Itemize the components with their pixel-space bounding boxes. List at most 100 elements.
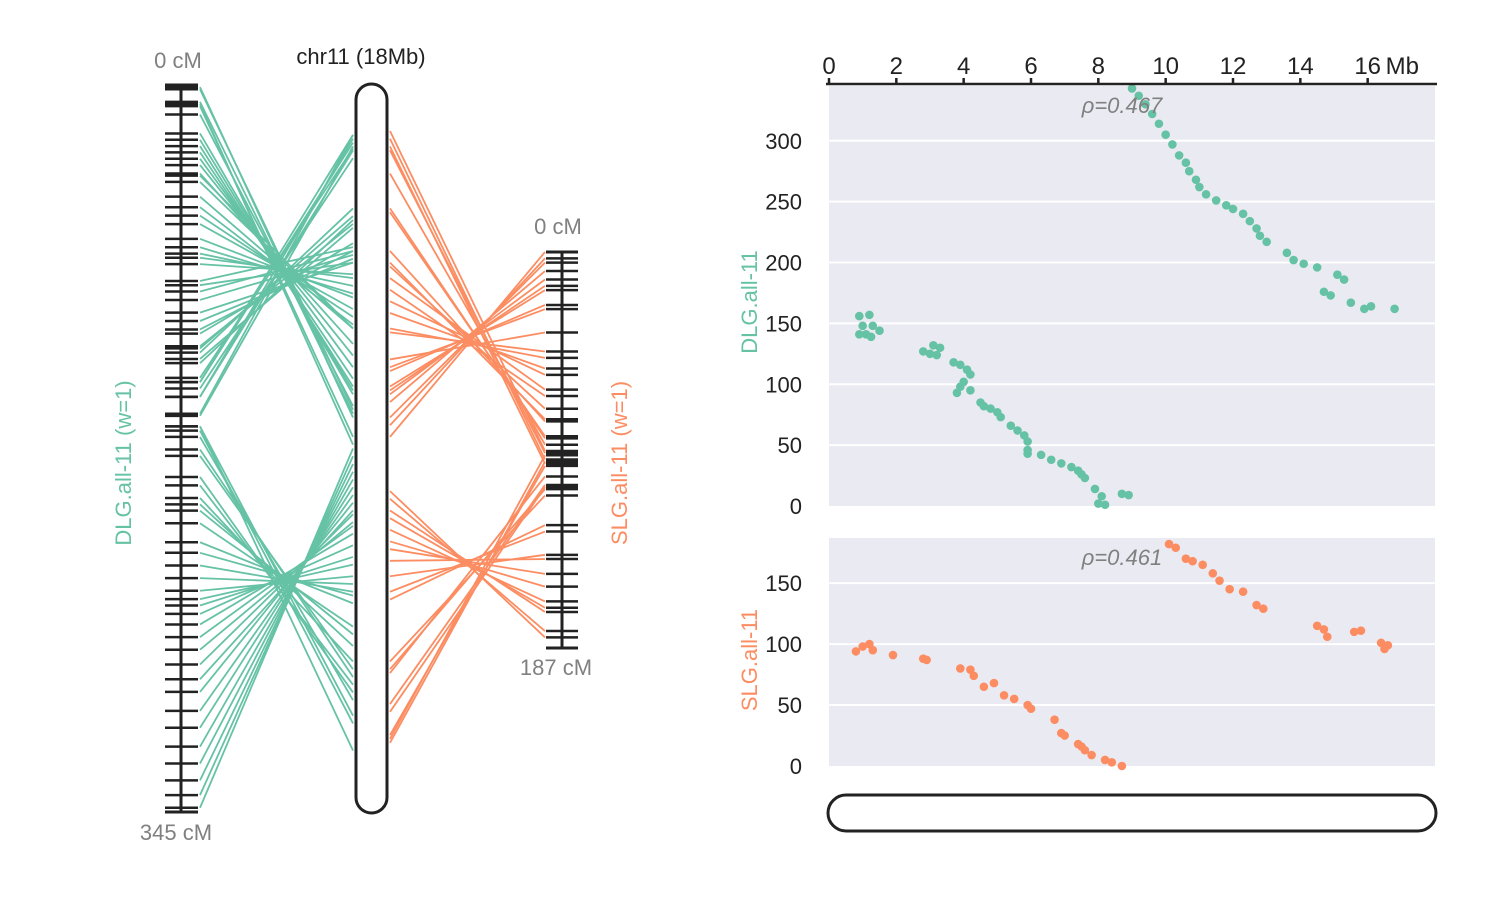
top-y-tick-50: 50	[778, 433, 802, 458]
slg-connection-line	[389, 270, 546, 403]
dlg-point	[1211, 196, 1221, 205]
horizontal-chromosome	[826, 793, 1438, 833]
dlg-point	[1161, 130, 1170, 139]
dlg-point	[1195, 182, 1204, 192]
scatter-bottom-background	[829, 538, 1435, 766]
dlg-point	[1333, 270, 1342, 279]
slg-connection-line	[389, 524, 546, 601]
slg-point	[1060, 731, 1069, 740]
dlg-point	[952, 388, 962, 398]
dlg-point	[1346, 298, 1356, 307]
slg-point	[1198, 560, 1207, 570]
x-tick-label-2: 2	[890, 53, 903, 80]
slg-point	[1164, 539, 1174, 549]
slg-connection-line	[389, 138, 546, 460]
bottom-y-tick-150: 150	[765, 571, 802, 596]
top-y-tick-150: 150	[765, 311, 802, 336]
scatter-bottom-points	[851, 539, 1393, 771]
dlg-point	[1245, 216, 1255, 226]
dlg-point	[1339, 275, 1349, 284]
dlg-point	[932, 350, 942, 360]
slg-point	[868, 645, 878, 655]
dlg-map-axis	[165, 83, 198, 814]
slg-point	[1356, 626, 1366, 635]
x-tick-label-12: 12	[1220, 53, 1247, 80]
top-y-tick-100: 100	[765, 372, 802, 397]
dlg-point	[1154, 119, 1164, 129]
dlg-point	[1299, 259, 1308, 269]
slg-point	[969, 671, 979, 681]
dlg-point	[1319, 287, 1329, 297]
dlg-point	[1289, 255, 1298, 265]
dlg-point	[979, 401, 989, 411]
slg-connection-line	[389, 285, 546, 392]
dlg-point	[1100, 500, 1110, 510]
slg-point	[1349, 627, 1359, 637]
dlg-point	[1023, 449, 1032, 458]
dlg-point	[1262, 237, 1271, 247]
dlg-point	[1147, 109, 1157, 119]
dlg-point	[1181, 158, 1191, 167]
slg-point	[1238, 587, 1248, 596]
slg-point	[1259, 604, 1268, 614]
dlg-point	[1390, 304, 1399, 314]
slg-point	[1215, 576, 1224, 585]
dlg-point	[1366, 302, 1376, 311]
slg-point	[1117, 761, 1127, 771]
map-comparison-panel: chr11 (18Mb) 0 cM 345 cM 0 cM 187 cM DLG…	[111, 44, 632, 845]
slg-point	[1181, 554, 1191, 564]
dlg-connection-line	[199, 223, 354, 348]
dlg-point	[1080, 473, 1090, 483]
slg-connection-line	[389, 484, 546, 705]
dlg-point	[1252, 224, 1261, 233]
slg-point	[999, 690, 1009, 700]
dlg-connection-lines	[199, 86, 354, 809]
dlg-connection-line	[199, 455, 354, 796]
dlg-connection-line	[199, 425, 354, 717]
scatter-top-points	[855, 84, 1399, 510]
x-tick-label-16: 16	[1354, 53, 1381, 80]
dlg-point	[875, 326, 884, 335]
dlg-connection-line	[199, 449, 354, 678]
slg-connection-line	[389, 558, 546, 562]
slg-point	[1319, 625, 1329, 634]
dlg-point	[966, 370, 975, 379]
dlg-point	[935, 343, 945, 353]
scatter-bottom-grid	[829, 582, 1435, 707]
top-rho-annotation: ρ=0.467	[1081, 93, 1163, 118]
dlg-point	[1117, 489, 1127, 499]
dlg-point	[1067, 462, 1076, 472]
top-y-tick-200: 200	[765, 251, 802, 276]
dlg-point	[1228, 204, 1238, 214]
slg-map-axis	[546, 250, 578, 650]
slg-point	[956, 664, 965, 673]
slg-point	[1312, 621, 1322, 631]
bottom-y-tick-100: 100	[765, 632, 802, 657]
dlg-point	[1124, 490, 1133, 500]
slg-point	[1050, 715, 1059, 724]
dlg-connection-line	[199, 479, 354, 748]
bottom-y-tick-50: 50	[778, 693, 802, 718]
bottom-y-tick-0: 0	[790, 754, 802, 779]
physical-chromosome	[354, 82, 389, 815]
dlg-point	[866, 332, 876, 342]
dlg-connection-line	[199, 486, 354, 729]
chromosome-title: chr11 (18Mb)	[296, 44, 425, 69]
dlg-point	[865, 310, 874, 320]
slg-point	[1100, 755, 1110, 765]
dlg-point	[1360, 304, 1369, 314]
slg-point	[1225, 584, 1234, 594]
top-y-tick-250: 250	[765, 190, 802, 215]
dlg-connection-line	[199, 425, 354, 751]
scatter-panel: 0 50 100 150 200 250 300 0 50 100 150 0 2 4 6 8 10 12 14…	[737, 53, 1438, 833]
dlg-connection-line	[199, 471, 354, 764]
bottom-y-axis-label: SLG.all-11	[737, 609, 762, 711]
dlg-point	[1141, 99, 1150, 109]
dlg-map-label: DLG.all-11 (w=1)	[111, 380, 136, 545]
dlg-point	[1097, 491, 1106, 501]
dlg-point	[996, 412, 1005, 422]
dlg-point	[1094, 499, 1103, 508]
dlg-point	[1036, 450, 1046, 460]
dlg-connection-line	[199, 237, 354, 299]
slg-connection-line	[389, 261, 546, 419]
